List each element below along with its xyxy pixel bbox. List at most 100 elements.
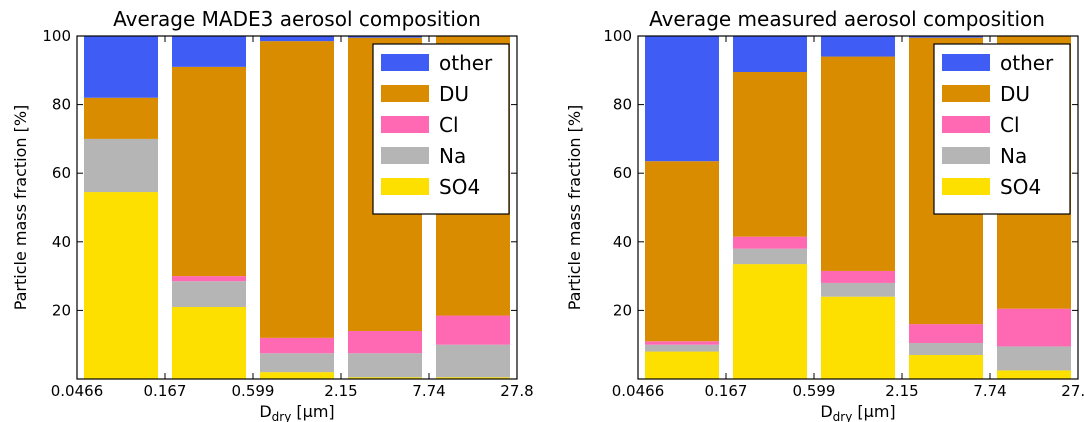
legend-label-other: other (439, 51, 493, 75)
bar-segment-other (348, 36, 422, 38)
x-tick-label: 7.74 (973, 382, 1006, 400)
bar-segment-na (997, 346, 1071, 371)
legend: other DU Cl Na SO4 (933, 43, 1071, 215)
bar-segment-du (172, 66, 246, 277)
x-tick-label: 27.8 (500, 382, 533, 400)
chart-title: Average measured aerosol composition (649, 7, 1045, 31)
legend: other DU Cl Na SO4 (372, 43, 510, 215)
bar-segment-cl (821, 270, 895, 283)
bar-segment-du (260, 41, 334, 338)
legend-label-cl: Cl (1000, 113, 1020, 137)
bar-segment-so4 (997, 370, 1071, 379)
bar-segment-so4 (172, 306, 246, 379)
bar-segment-so4 (436, 377, 510, 379)
bar-segment-other (821, 36, 895, 57)
y-axis-label: Particle mass fraction [%] (565, 105, 584, 311)
y-tick-label: 80 (613, 96, 632, 114)
x-axis-label: Ddry [μm] (259, 402, 334, 422)
bar-segment-na (909, 342, 983, 355)
bar-segment-na (348, 353, 422, 378)
bar-segment-na (821, 282, 895, 297)
x-label-main: D (259, 402, 271, 421)
legend-label-other: other (1000, 51, 1054, 75)
x-label-subscript: dry (272, 410, 292, 422)
bar-segment-so4 (260, 372, 334, 379)
bar-segment-other (84, 36, 158, 98)
y-tick-label: 60 (52, 164, 71, 182)
legend-label-na: Na (1000, 144, 1027, 168)
y-tick-label: 80 (52, 96, 71, 114)
x-tick-label: 0.0466 (612, 382, 665, 400)
bar-segment-du (645, 161, 719, 342)
y-tick-label: 20 (613, 301, 632, 319)
legend-swatch-so4 (381, 178, 429, 195)
legend-label-so4: SO4 (439, 175, 480, 199)
bar-segment-na (172, 281, 246, 307)
chart-title: Average MADE3 aerosol composition (113, 7, 481, 31)
legend-label-na: Na (439, 144, 466, 168)
bar-segment-cl (733, 236, 807, 249)
legend-swatch-du (942, 85, 990, 102)
bar-segment-other (909, 36, 983, 38)
x-tick-label: 0.599 (232, 382, 275, 400)
legend-swatch-other (381, 54, 429, 71)
y-tick-label: 40 (52, 233, 71, 251)
bar-segment-other (645, 36, 719, 162)
legend-swatch-cl (942, 116, 990, 133)
bar-segment-cl (997, 308, 1071, 347)
legend-swatch-other (942, 54, 990, 71)
legend-label-cl: Cl (439, 113, 459, 137)
x-label-unit: [μm] (291, 402, 334, 421)
bar-segment-na (84, 138, 158, 193)
bar-segment-cl (260, 337, 334, 354)
bar-segment-cl (909, 324, 983, 343)
x-tick-label: 0.167 (144, 382, 187, 400)
bar-segment-so4 (909, 354, 983, 379)
y-tick-label: 100 (42, 27, 71, 45)
y-tick-label: 100 (603, 27, 632, 45)
bar-segment-du (821, 56, 895, 271)
legend-swatch-na (942, 147, 990, 164)
bar-segment-other (733, 36, 807, 73)
axes-frame (76, 35, 518, 380)
x-tick-label: 2.15 (885, 382, 918, 400)
legend-swatch-so4 (942, 178, 990, 195)
legend-swatch-cl (381, 116, 429, 133)
bar-segment-cl (348, 330, 422, 354)
bar-segment-du (84, 97, 158, 139)
legend-swatch-du (381, 85, 429, 102)
x-tick-label: 27.8 (1061, 382, 1084, 400)
axes-frame (637, 35, 1079, 380)
legend-label-du: DU (439, 82, 469, 106)
bar-segment-cl (645, 341, 719, 345)
x-tick-label: 0.167 (705, 382, 748, 400)
y-tick-label: 20 (52, 301, 71, 319)
bar-segment-so4 (84, 192, 158, 379)
x-tick-label: 7.74 (412, 382, 445, 400)
x-tick-label: 2.15 (324, 382, 357, 400)
x-label-unit: [μm] (852, 402, 895, 421)
bar-segment-so4 (645, 351, 719, 379)
bar-segment-na (645, 344, 719, 352)
x-label-main: D (820, 402, 832, 421)
chart-panel-1: Average MADE3 aerosol composition 20 40 60 8… (11, 7, 534, 422)
bar-segment-cl (172, 276, 246, 282)
x-tick-label: 0.599 (793, 382, 836, 400)
y-tick-label: 40 (613, 233, 632, 251)
bar-segment-other (172, 36, 246, 67)
legend-label-du: DU (1000, 82, 1030, 106)
bar-segment-du (733, 72, 807, 237)
bar-segment-na (733, 248, 807, 265)
legend-swatch-na (381, 147, 429, 164)
x-label-subscript: dry (833, 410, 853, 422)
bar-segment-other (260, 36, 334, 42)
y-tick-label: 60 (613, 164, 632, 182)
legend-label-so4: SO4 (1000, 175, 1041, 199)
bar-segment-na (260, 353, 334, 373)
y-axis-label: Particle mass fraction [%] (11, 105, 30, 311)
x-axis-label: Ddry [μm] (820, 402, 895, 422)
chart-panel-2: Average measured aerosol composition 20 40… (565, 7, 1084, 422)
x-tick-label: 0.0466 (51, 382, 104, 400)
bar-segment-so4 (821, 296, 895, 379)
